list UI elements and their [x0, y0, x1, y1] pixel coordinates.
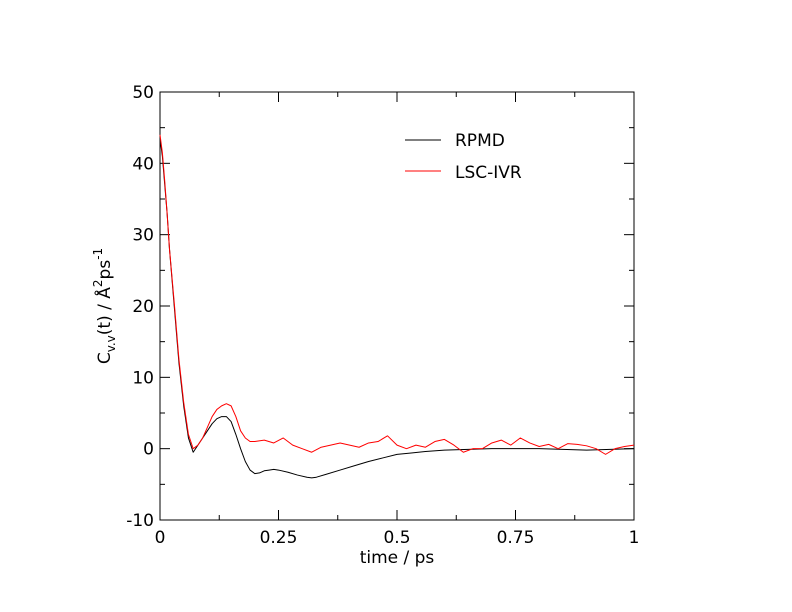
x-tick-label: 0.5 — [383, 528, 410, 548]
y-axis-title-sup1: 2 — [91, 279, 105, 287]
y-tick-label: 20 — [132, 297, 154, 317]
legend: RPMD LSC-IVR — [405, 131, 522, 183]
y-axis-title-base: C — [95, 352, 115, 364]
y-tick-label: 40 — [132, 154, 154, 174]
y-axis-title: Cv.v(t) / Å2ps-1 — [91, 248, 118, 364]
x-tick-label: 0.75 — [497, 528, 535, 548]
y-axis-title-sup2: -1 — [91, 248, 105, 260]
y-tick-label: 30 — [132, 226, 154, 246]
series-layer — [159, 134, 635, 479]
series-line-lsc-ivr — [159, 134, 635, 455]
y-tick-label: 10 — [132, 368, 154, 388]
series-line-rpmd — [159, 138, 635, 479]
y-axis-title-mid: (t) / Å — [93, 287, 115, 335]
y-tick-label: 50 — [132, 83, 154, 103]
plot-frame — [159, 91, 635, 521]
y-axis-title-mid2: ps — [95, 260, 115, 280]
x-tick-label: 0 — [155, 528, 166, 548]
y-tick-label: -10 — [126, 511, 154, 531]
x-axis-title: time / ps — [360, 548, 435, 568]
legend-label-rpmd: RPMD — [455, 131, 505, 151]
y-tick-label: 0 — [143, 440, 154, 460]
axis-ticks — [159, 91, 635, 521]
legend-label-lsc-ivr: LSC-IVR — [455, 163, 522, 183]
y-axis-title-sub: v.v — [104, 335, 118, 352]
x-tick-label: 0.25 — [260, 528, 298, 548]
x-tick-label: 1 — [629, 528, 640, 548]
